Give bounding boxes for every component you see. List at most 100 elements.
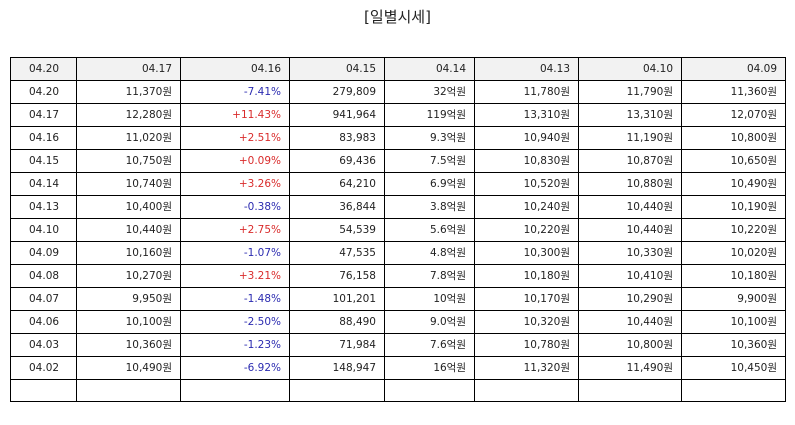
open-price-cell: 10,940원 [474, 126, 579, 150]
low-price-cell: 10,800원 [681, 126, 786, 150]
date-cell: 04.13 [10, 195, 77, 219]
table-row: 04.10 10,440원 +2.75% 54,539 5.6억원 10,220원 10,4… [10, 218, 786, 242]
close-price-cell [76, 379, 181, 402]
table-row: 04.06 10,100원 -2.50% 88,490 9.0억원 10,320원 10,4… [10, 310, 786, 334]
trade-amount-cell: 9.3억원 [384, 126, 475, 150]
change-rate-cell: +3.21% [180, 264, 290, 288]
volume-cell [289, 379, 385, 402]
table-row: 04.16 11,020원 +2.51% 83,983 9.3억원 10,940원 11,1… [10, 126, 786, 150]
close-price-cell: 10,740원 [76, 172, 181, 196]
table-row: 04.17 12,280원 +11.43% 941,964 119억원 13,310원 13… [10, 103, 786, 127]
volume-cell: 88,490 [289, 310, 385, 334]
volume-cell: 47,535 [289, 241, 385, 265]
close-price-cell: 10,440원 [76, 218, 181, 242]
trade-amount-cell: 10억원 [384, 287, 475, 311]
close-price-cell: 11,020원 [76, 126, 181, 150]
header-cell: 04.15 [289, 57, 385, 81]
high-price-cell: 10,870원 [578, 149, 682, 173]
open-price-cell: 10,180원 [474, 264, 579, 288]
low-price-cell: 12,070원 [681, 103, 786, 127]
trade-amount-cell: 7.5억원 [384, 149, 475, 173]
close-price-cell: 10,490원 [76, 356, 181, 380]
table-row [10, 379, 786, 402]
header-cell: 04.17 [76, 57, 181, 81]
change-rate-cell: -6.92% [180, 356, 290, 380]
trade-amount-cell: 7.8억원 [384, 264, 475, 288]
change-rate-cell: +11.43% [180, 103, 290, 127]
open-price-cell: 10,300원 [474, 241, 579, 265]
close-price-cell: 9,950원 [76, 287, 181, 311]
table-row: 04.09 10,160원 -1.07% 47,535 4.8억원 10,300원 10,3… [10, 241, 786, 265]
close-price-cell: 10,360원 [76, 333, 181, 357]
header-cell: 04.14 [384, 57, 475, 81]
close-price-cell: 10,160원 [76, 241, 181, 265]
volume-cell: 64,210 [289, 172, 385, 196]
date-cell: 04.08 [10, 264, 77, 288]
volume-cell: 36,844 [289, 195, 385, 219]
high-price-cell: 10,440원 [578, 218, 682, 242]
header-cell: 04.20 [10, 57, 77, 81]
volume-cell: 83,983 [289, 126, 385, 150]
daily-price-table: 04.20 04.17 04.16 04.15 04.14 04.13 04.1… [10, 57, 786, 402]
table-row: 04.13 10,400원 -0.38% 36,844 3.8억원 10,240원 10,4… [10, 195, 786, 219]
trade-amount-cell: 6.9억원 [384, 172, 475, 196]
table-row: 04.02 10,490원 -6.92% 148,947 16억원 11,320원 11,4… [10, 356, 786, 380]
date-cell [10, 379, 77, 402]
date-cell: 04.16 [10, 126, 77, 150]
high-price-cell: 10,440원 [578, 310, 682, 334]
open-price-cell: 13,310원 [474, 103, 579, 127]
header-cell: 04.16 [180, 57, 290, 81]
volume-cell: 941,964 [289, 103, 385, 127]
trade-amount-cell: 16억원 [384, 356, 475, 380]
change-rate-cell: +0.09% [180, 149, 290, 173]
change-rate-cell: -7.41% [180, 80, 290, 104]
volume-cell: 54,539 [289, 218, 385, 242]
low-price-cell: 10,220원 [681, 218, 786, 242]
date-cell: 04.06 [10, 310, 77, 334]
low-price-cell: 9,900원 [681, 287, 786, 311]
date-cell: 04.10 [10, 218, 77, 242]
volume-cell: 71,984 [289, 333, 385, 357]
open-price-cell: 10,780원 [474, 333, 579, 357]
open-price-cell: 11,780원 [474, 80, 579, 104]
header-cell: 04.13 [474, 57, 579, 81]
date-cell: 04.07 [10, 287, 77, 311]
table-row: 04.08 10,270원 +3.21% 76,158 7.8억원 10,180원 10,4… [10, 264, 786, 288]
close-price-cell: 10,750원 [76, 149, 181, 173]
change-rate-cell: -1.23% [180, 333, 290, 357]
date-cell: 04.17 [10, 103, 77, 127]
low-price-cell: 10,650원 [681, 149, 786, 173]
change-rate-cell: +2.75% [180, 218, 290, 242]
date-cell: 04.02 [10, 356, 77, 380]
table-row: 04.07 9,950원 -1.48% 101,201 10억원 10,170원 10,29… [10, 287, 786, 311]
trade-amount-cell: 3.8억원 [384, 195, 475, 219]
table-row: 04.15 10,750원 +0.09% 69,436 7.5억원 10,830원 10,8… [10, 149, 786, 173]
low-price-cell: 10,360원 [681, 333, 786, 357]
high-price-cell: 10,880원 [578, 172, 682, 196]
open-price-cell: 10,830원 [474, 149, 579, 173]
table-row: 04.14 10,740원 +3.26% 64,210 6.9억원 10,520원 10,8… [10, 172, 786, 196]
open-price-cell: 10,520원 [474, 172, 579, 196]
low-price-cell: 11,360원 [681, 80, 786, 104]
trade-amount-cell: 9.0억원 [384, 310, 475, 334]
low-price-cell [681, 379, 786, 402]
table-row: 04.20 11,370원 -7.41% 279,809 32억원 11,780원 11,7… [10, 80, 786, 104]
open-price-cell: 10,170원 [474, 287, 579, 311]
high-price-cell: 10,800원 [578, 333, 682, 357]
volume-cell: 279,809 [289, 80, 385, 104]
high-price-cell: 11,490원 [578, 356, 682, 380]
date-cell: 04.20 [10, 80, 77, 104]
open-price-cell: 10,320원 [474, 310, 579, 334]
high-price-cell: 10,290원 [578, 287, 682, 311]
volume-cell: 101,201 [289, 287, 385, 311]
low-price-cell: 10,020원 [681, 241, 786, 265]
close-price-cell: 10,270원 [76, 264, 181, 288]
table-row: 04.03 10,360원 -1.23% 71,984 7.6억원 10,780원 10,8… [10, 333, 786, 357]
header-cell: 04.10 [578, 57, 682, 81]
change-rate-cell: -1.48% [180, 287, 290, 311]
trade-amount-cell: 119억원 [384, 103, 475, 127]
change-rate-cell: +3.26% [180, 172, 290, 196]
date-cell: 04.14 [10, 172, 77, 196]
open-price-cell: 10,240원 [474, 195, 579, 219]
page-title: [일별시세] [364, 8, 431, 26]
